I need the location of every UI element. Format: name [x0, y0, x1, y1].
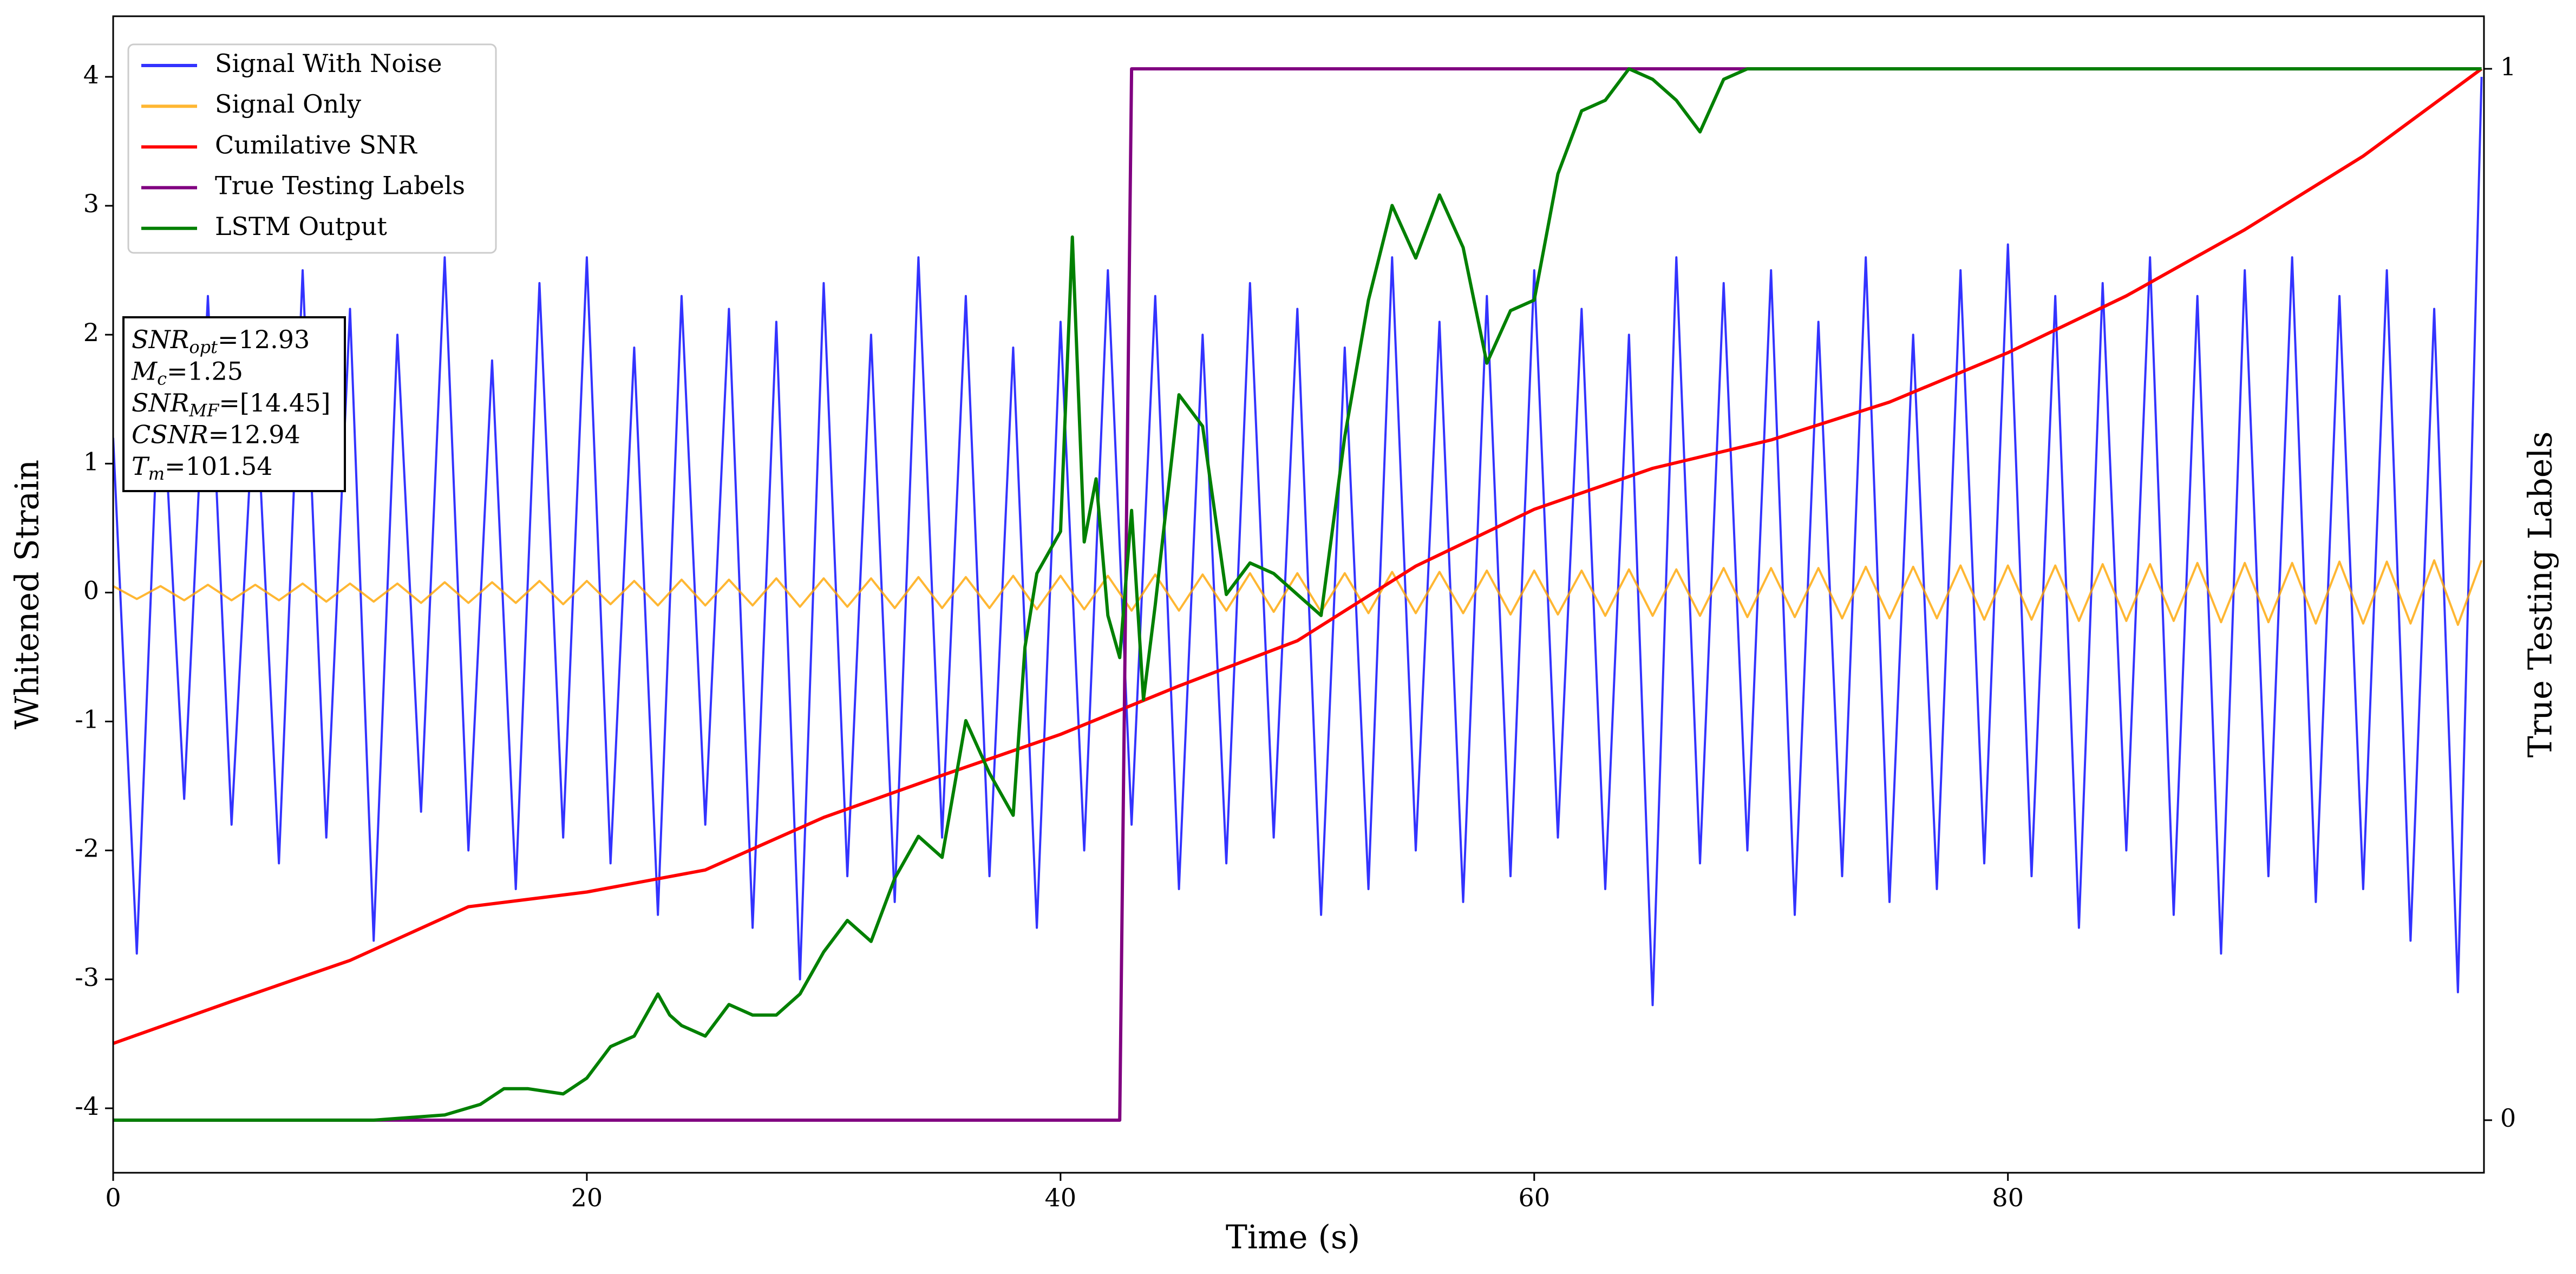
legend-label: Signal Only [215, 89, 361, 119]
x-tick-label: 60 [1519, 1183, 1551, 1212]
y-tick-label: 2 [83, 318, 99, 347]
series-line [113, 67, 2483, 1046]
legend-box [127, 43, 497, 254]
legend-label: LSTM Output [215, 212, 387, 241]
y-tick-label: -2 [75, 834, 99, 863]
x-tick-label: 80 [1992, 1183, 2024, 1212]
annotation-line: SNRopt=12.93 [132, 325, 310, 357]
legend-label: Cumilative SNR [215, 130, 417, 159]
y2-tick-label: 1 [2500, 52, 2516, 81]
annotation-subscript: opt [189, 337, 218, 357]
annotation-value: =12.94 [208, 420, 300, 449]
annotation-symbol: CSNR [132, 420, 208, 449]
annotation-subscript: c [157, 368, 167, 389]
y-tick-label: 3 [83, 189, 99, 218]
annotation-symbol: T [132, 452, 150, 481]
annotation-subscript: MF [188, 400, 220, 421]
legend-label: Signal With Noise [215, 49, 442, 78]
y-axis-label: Whitened Strain [9, 460, 47, 729]
annotation-value: =101.54 [165, 452, 273, 481]
annotation-value: =12.93 [218, 325, 310, 354]
series-line [113, 67, 2482, 1122]
x-axis-label: Time (s) [1226, 1219, 1360, 1257]
legend: Signal With Noise Signal Only Cumilative S… [127, 43, 497, 254]
annotation-value: =[14.45] [219, 388, 330, 417]
x-tick-label: 0 [105, 1183, 121, 1212]
y-tick-label: -4 [75, 1092, 99, 1121]
series-line [113, 76, 2483, 1007]
annotation-line: Mc=1.25 [131, 357, 243, 389]
annotation-line: SNRMF=[14.45] [132, 388, 331, 421]
annotation-symbol: SNR [132, 388, 189, 417]
annotation-value: =1.25 [167, 357, 243, 386]
annotation-symbol: SNR [132, 325, 189, 354]
y2-axis-label: True Testing Labels [2522, 432, 2560, 758]
y2-tick-label: 0 [2500, 1103, 2516, 1133]
annotation-line: CSNR=12.94 [132, 420, 300, 449]
y-tick-label: 1 [83, 447, 99, 476]
x-tick-label: 40 [1045, 1183, 1077, 1212]
series-line [113, 559, 2483, 626]
annotation-box [122, 316, 346, 492]
annotation: SNRopt=12.93Mc=1.25SNRMF=[14.45]CSNR=12.… [122, 316, 346, 492]
legend-label: True Testing Labels [215, 171, 465, 200]
annotation-line: Tm=101.54 [132, 452, 273, 484]
annotation-symbol: M [131, 357, 158, 386]
y-tick-label: -3 [75, 963, 99, 992]
y-tick-label: 4 [83, 60, 99, 89]
annotation-subscript: m [148, 463, 165, 484]
plot-area [113, 67, 2483, 1122]
plot-frame [112, 15, 2485, 1174]
x-tick-label: 20 [571, 1183, 603, 1212]
y-tick-label: 0 [83, 576, 99, 605]
y-tick-label: -1 [75, 705, 99, 734]
